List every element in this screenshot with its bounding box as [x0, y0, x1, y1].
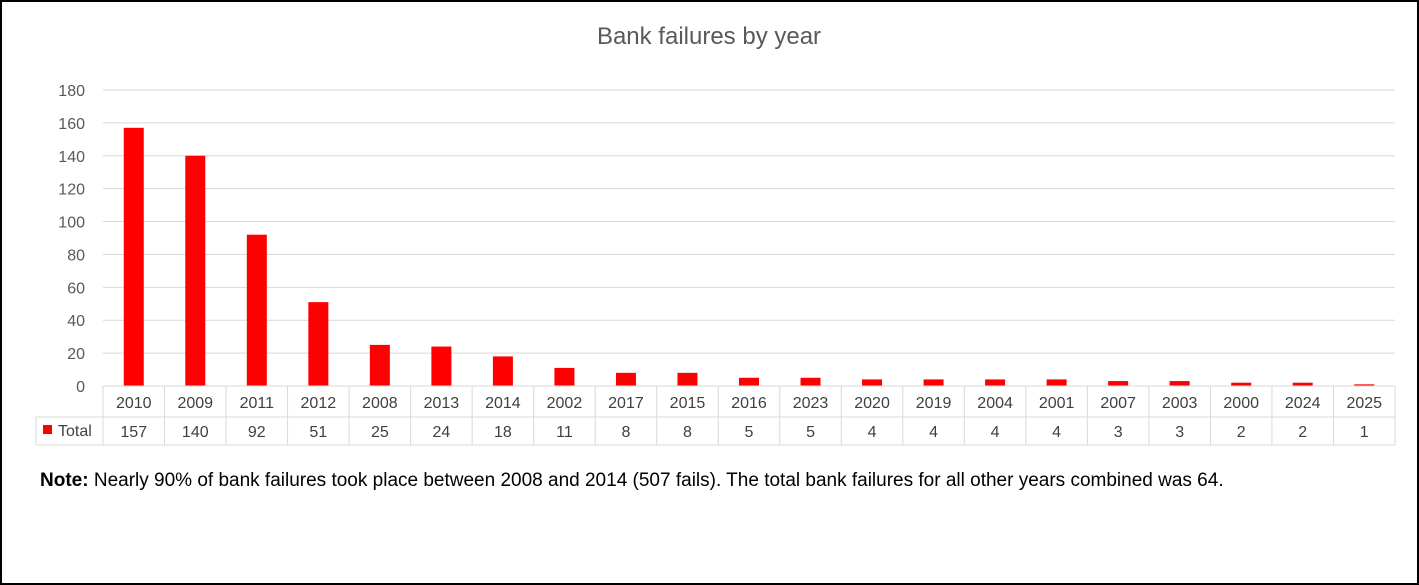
bar — [185, 155, 206, 386]
y-tick-label: 60 — [67, 280, 85, 297]
bar — [1354, 384, 1375, 386]
bar — [1292, 382, 1313, 386]
bar — [1231, 382, 1252, 386]
bar — [800, 377, 821, 386]
x-category-label: 2024 — [1285, 395, 1321, 412]
x-category-label: 2017 — [608, 395, 644, 412]
data-label: 51 — [309, 424, 327, 441]
x-category-label: 2025 — [1346, 395, 1382, 412]
data-label: 5 — [806, 424, 815, 441]
data-label: 3 — [1114, 424, 1123, 441]
data-label: 11 — [556, 424, 573, 441]
data-label: 8 — [621, 424, 630, 441]
x-category-label: 2003 — [1162, 395, 1198, 412]
x-category-label: 2023 — [793, 395, 829, 412]
data-label: 4 — [929, 424, 938, 441]
y-tick-label: 80 — [67, 247, 85, 264]
bar — [431, 346, 452, 386]
data-label: 8 — [683, 424, 692, 441]
data-label: 5 — [745, 424, 754, 441]
data-label: 4 — [868, 424, 877, 441]
bar — [554, 367, 575, 386]
x-category-label: 2012 — [301, 395, 337, 412]
x-category-label: 2010 — [116, 395, 152, 412]
x-category-label: 2020 — [854, 395, 890, 412]
data-label: 1 — [1360, 424, 1369, 441]
note: Note: Nearly 90% of bank failures took p… — [40, 470, 1224, 492]
legend-key — [43, 425, 52, 434]
bars — [123, 127, 1375, 387]
x-category-label: 2000 — [1223, 395, 1259, 412]
bar — [1169, 381, 1190, 386]
x-category-label: 2002 — [547, 395, 583, 412]
y-tick-label: 120 — [58, 182, 85, 199]
data-label: 140 — [182, 424, 209, 441]
bar — [123, 127, 144, 387]
x-category-label: 2013 — [424, 395, 460, 412]
y-tick-label: 100 — [58, 215, 85, 232]
bar — [492, 356, 513, 386]
x-category-label: 2004 — [977, 395, 1013, 412]
data-label: 4 — [991, 424, 1000, 441]
data-label: 2 — [1298, 424, 1307, 441]
data-label: 25 — [371, 424, 389, 441]
note-label: Note: — [40, 470, 89, 491]
x-category-label: 2011 — [240, 395, 275, 412]
y-tick-label: 0 — [76, 379, 85, 396]
data-label: 3 — [1175, 424, 1184, 441]
x-category-label: 2009 — [177, 395, 213, 412]
bar — [369, 344, 390, 386]
chart-title: Bank failures by year — [597, 23, 821, 50]
data-table: 2010157200914020119220125120082520132420… — [35, 385, 1396, 446]
x-category-label: 2008 — [362, 395, 398, 412]
bar — [246, 234, 267, 386]
x-category-label: 2001 — [1039, 395, 1075, 412]
note-text: Nearly 90% of bank failures took place b… — [88, 470, 1224, 491]
y-tick-label: 40 — [67, 313, 85, 330]
bar — [308, 302, 329, 386]
bar — [862, 379, 883, 386]
x-category-label: 2007 — [1100, 395, 1136, 412]
y-axis: 0 20 40 60 80 100 120 140 160 180 — [58, 83, 85, 396]
y-tick-label: 160 — [58, 116, 85, 133]
bar — [1108, 381, 1129, 386]
y-tick-label: 140 — [58, 149, 85, 166]
data-label: 4 — [1052, 424, 1061, 441]
bar-chart: Bank failures by year 020406080100120140… — [35, 23, 1396, 446]
y-tick-label: 20 — [67, 346, 85, 363]
x-category-label: 2019 — [916, 395, 952, 412]
data-label: 2 — [1237, 424, 1246, 441]
bar — [739, 377, 759, 386]
bar — [677, 372, 698, 386]
x-category-label: 2016 — [731, 395, 767, 412]
data-label: 18 — [494, 424, 512, 441]
data-label: 24 — [432, 424, 450, 441]
bar — [923, 379, 944, 386]
y-tick-label: 180 — [58, 83, 85, 100]
x-category-label: 2015 — [670, 395, 706, 412]
bar — [615, 372, 636, 386]
data-label: 92 — [248, 424, 266, 441]
legend-label: Total — [58, 423, 92, 440]
gridlines — [103, 89, 1395, 354]
bar — [985, 379, 1006, 386]
x-category-label: 2014 — [485, 395, 521, 412]
data-label: 157 — [120, 424, 147, 441]
bar — [1046, 379, 1067, 386]
